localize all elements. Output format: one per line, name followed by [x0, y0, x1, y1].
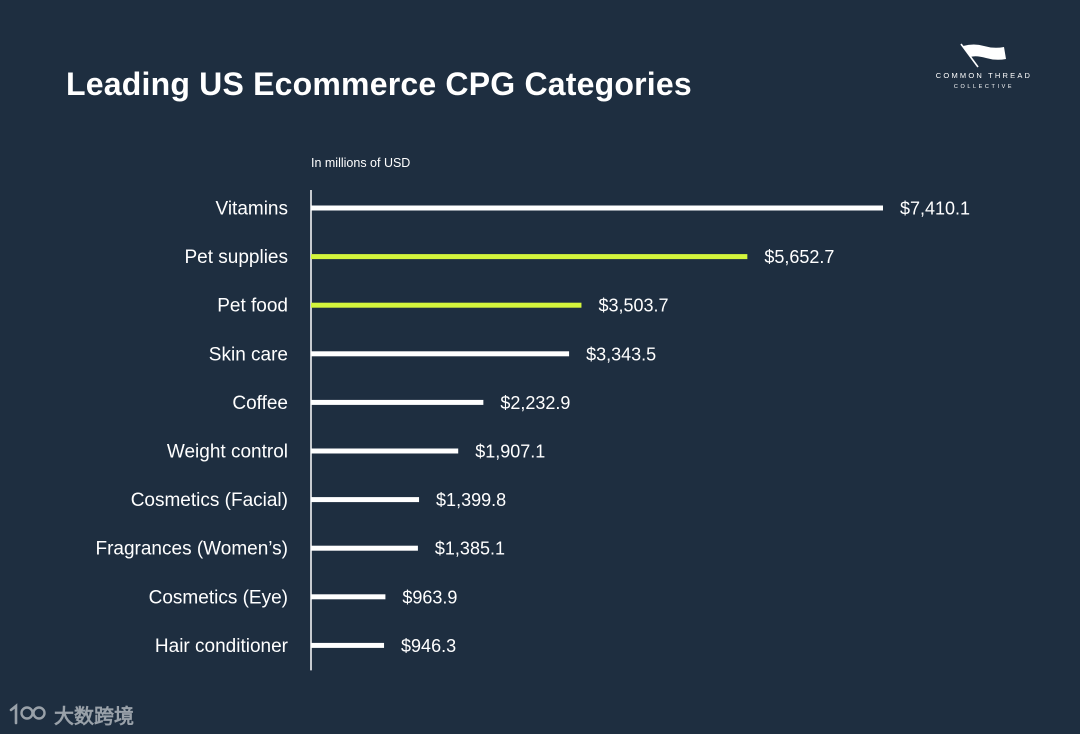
logo-sub-text: COLLECTIVE: [953, 84, 1015, 90]
category-label: Pet food: [217, 296, 288, 317]
category-label: Vitamins: [215, 199, 288, 220]
value-label: $1,907.1: [475, 442, 545, 462]
bar: [311, 205, 883, 211]
value-label: $1,399.8: [436, 490, 506, 510]
value-label: $3,503.7: [598, 296, 668, 316]
category-label: Cosmetics (Eye): [149, 587, 288, 608]
category-label: Weight control: [167, 442, 288, 463]
category-label: Pet supplies: [184, 247, 288, 268]
value-label: $5,652.7: [764, 247, 834, 267]
bar: [311, 594, 386, 600]
value-label: $2,232.9: [500, 393, 570, 413]
category-label: Skin care: [209, 344, 288, 365]
bar: [311, 302, 582, 308]
value-label: $1,385.1: [435, 539, 505, 559]
watermark-text: 大数跨境: [54, 703, 134, 728]
unit-label: In millions of USD: [311, 156, 410, 170]
bar: [311, 254, 748, 260]
bar: [311, 545, 418, 551]
value-label: $3,343.5: [586, 344, 656, 364]
bar: [311, 399, 484, 405]
category-label: Fragrances (Women’s): [95, 539, 288, 560]
flag-icon: [960, 43, 1006, 68]
bar: [311, 351, 570, 357]
bar: [311, 642, 385, 648]
bar: [311, 497, 420, 503]
bar: [311, 448, 459, 454]
watermark: 大数跨境: [8, 700, 134, 728]
value-label: $963.9: [402, 587, 457, 607]
brand-logo: COMMON THREAD COLLECTIVE: [926, 42, 1042, 96]
watermark-logo-icon: [9, 703, 46, 725]
category-label: Cosmetics (Facial): [131, 490, 288, 511]
chart-title: Leading US Ecommerce CPG Categories: [66, 66, 692, 102]
category-label: Hair conditioner: [155, 636, 289, 657]
category-label: Coffee: [232, 393, 288, 414]
value-label: $946.3: [401, 636, 456, 656]
value-label: $7,410.1: [900, 199, 970, 219]
logo-main-text: COMMON THREAD: [935, 71, 1033, 80]
